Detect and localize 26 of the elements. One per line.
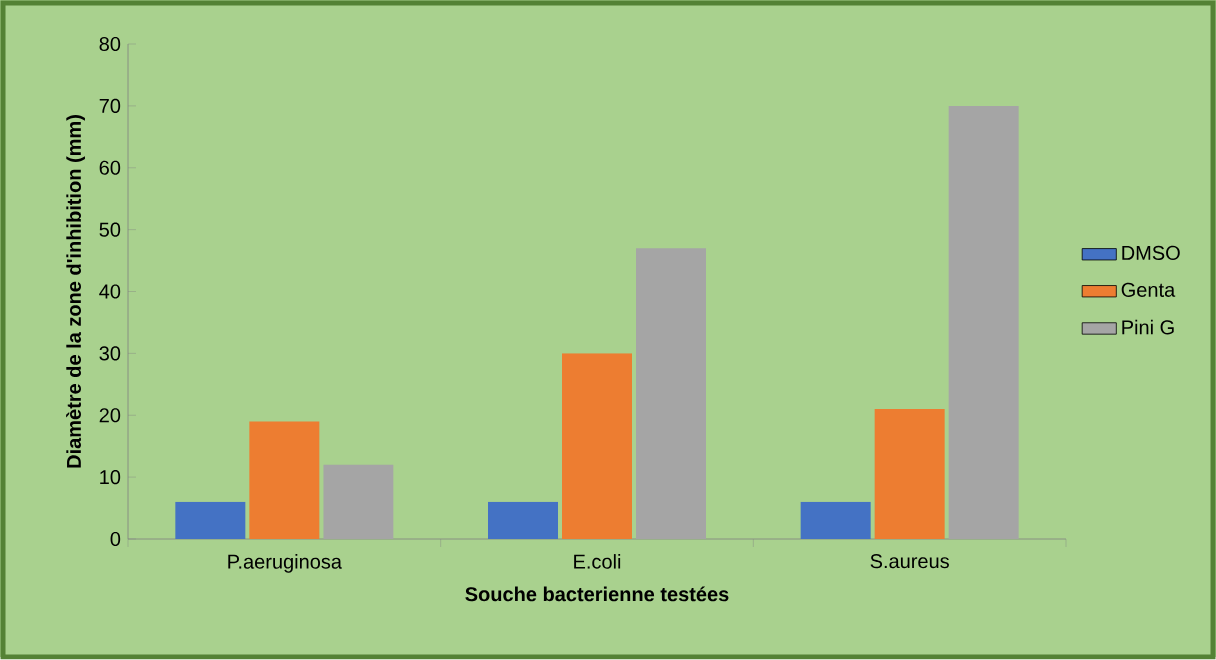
x-tick-label: P.aeruginosa xyxy=(228,554,342,573)
y-axis-title: Diamètre de la zone d'inhibition (mm) xyxy=(66,115,85,468)
bar xyxy=(636,248,706,540)
legend-label: DMSO xyxy=(1122,246,1180,261)
y-tick-label: 10 xyxy=(100,470,121,485)
legend-label: Pini G xyxy=(1122,319,1174,335)
x-tick-label: E.coli xyxy=(574,554,621,569)
legend-label: Genta xyxy=(1121,283,1176,298)
y-tick-label: 30 xyxy=(99,346,121,361)
bar xyxy=(948,106,1019,540)
y-tick-label: 60 xyxy=(99,160,121,176)
bar xyxy=(800,502,871,540)
bar xyxy=(562,353,632,540)
y-tick-label: 80 xyxy=(99,37,121,52)
y-tick-label: 20 xyxy=(99,408,121,423)
bar xyxy=(323,465,394,540)
bar xyxy=(175,502,246,540)
bar xyxy=(874,409,945,540)
bar xyxy=(249,421,320,540)
y-tick-label: 0 xyxy=(110,532,121,547)
y-tick-label: 40 xyxy=(99,284,121,299)
y-tick-label: 70 xyxy=(99,99,121,114)
y-tick-label: 50 xyxy=(99,222,121,237)
x-axis-title: Souche bacterienne testées xyxy=(465,586,729,602)
bar xyxy=(488,502,559,540)
x-tick-label: S.aureus xyxy=(870,554,949,569)
